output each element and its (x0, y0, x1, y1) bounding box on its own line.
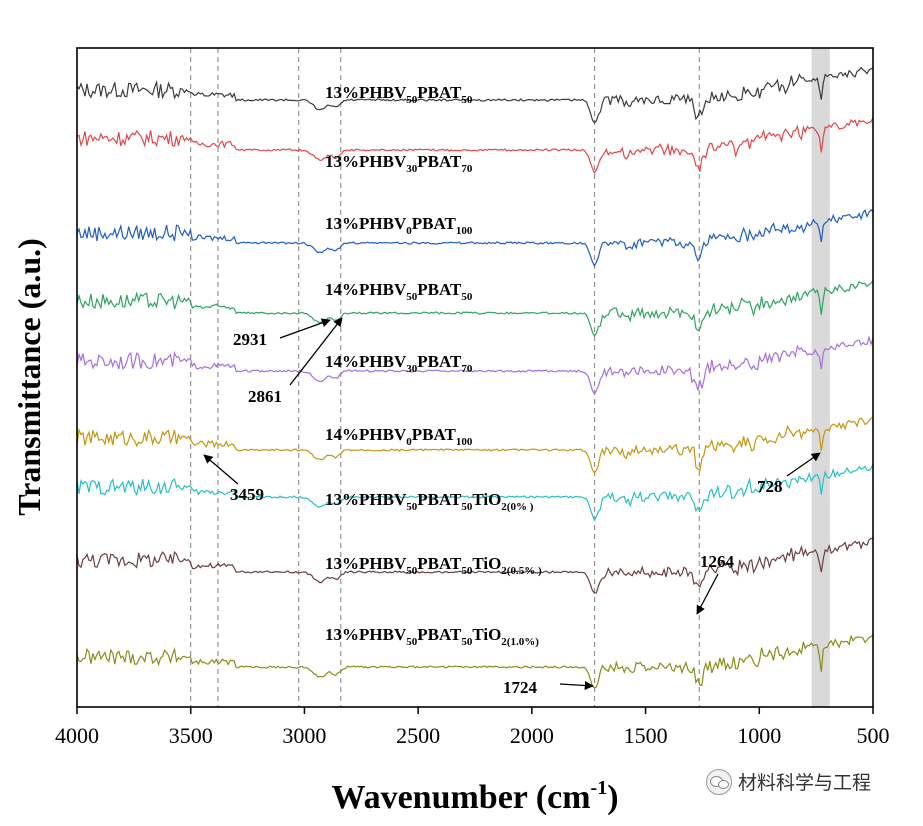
wechat-icon (706, 768, 732, 795)
annotation-2931: 2931 (233, 330, 267, 349)
annotation-arrow-3459 (203, 454, 239, 485)
annotation-arrow-2861 (289, 317, 343, 386)
y-axis-title: Transmittance (a.u.) (11, 238, 47, 516)
annotation-arrow-1264 (696, 573, 719, 615)
annotation-arrow-728 (786, 452, 821, 477)
spectrum-line-7 (76, 464, 874, 522)
annotation-2861: 2861 (248, 387, 282, 406)
series-label-1: 13%PHBV50PBAT50 (325, 83, 473, 106)
x-tick-label: 2000 (510, 723, 554, 748)
series-label-5: 14%PHBV30PBAT70 (325, 352, 473, 375)
x-tick-label: 4000 (55, 723, 99, 748)
spectrum-line-5 (76, 335, 874, 396)
highlight-band (811, 48, 830, 707)
x-tick-label: 500 (857, 723, 890, 748)
x-axis-title: Wavenumber (cm-1) (331, 777, 618, 816)
annotation-1724: 1724 (503, 678, 538, 697)
spectrum-line-8 (76, 537, 874, 594)
series-label-8: 13%PHBV50PBAT50TiO2(0.5% ) (325, 554, 542, 577)
spectrum-line-4 (76, 280, 874, 338)
annotation-arrow-1724 (559, 680, 594, 691)
x-tick-label: 1000 (737, 723, 781, 748)
annotation-728: 728 (757, 477, 783, 496)
spectrum-line-6 (76, 417, 874, 474)
plot-frame (76, 47, 874, 708)
x-tick-label: 3500 (169, 723, 213, 748)
annotation-3459: 3459 (230, 485, 264, 504)
spectrum-line-9 (76, 634, 874, 689)
series-label-4: 14%PHBV50PBAT50 (325, 280, 473, 303)
watermark-text: 材料科学与工程 (738, 772, 872, 794)
watermark: 材料科学与工程 (706, 768, 871, 795)
series-label-3: 13%PHBV0PBAT100 (325, 214, 473, 237)
x-tick-label: 2500 (396, 723, 440, 748)
annotation-1264: 1264 (700, 552, 735, 571)
series-label-7: 13%PHBV50PBAT50TiO2(0% ) (325, 490, 534, 513)
x-tick-label: 1500 (624, 723, 668, 748)
series-label-2: 13%PHBV30PBAT70 (325, 152, 473, 175)
annotation-arrow-2931 (279, 318, 331, 339)
series-label-6: 14%PHBV0PBAT100 (325, 425, 473, 448)
x-tick-label: 3000 (282, 723, 326, 748)
spectrum-line-2 (76, 117, 874, 175)
spectrum-line-1 (76, 66, 874, 124)
series-label-9: 13%PHBV50PBAT50TiO2(1.0%) (325, 625, 539, 648)
spectrum-line-3 (76, 209, 874, 268)
